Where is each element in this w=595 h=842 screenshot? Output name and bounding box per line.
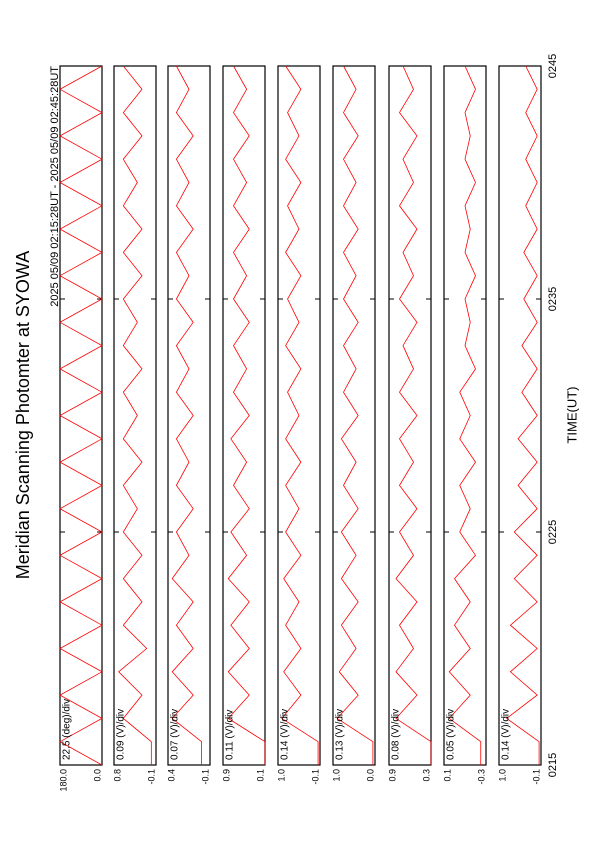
y-tick-label: 0.4 <box>166 769 176 782</box>
y-tick-label: 0.9 <box>221 769 231 782</box>
panel-label: 0.13 (V)/div <box>335 709 346 760</box>
trace <box>281 65 319 765</box>
y-tick-label: 1.0 <box>331 769 341 782</box>
panel-label: 0.07 (V)/div <box>170 709 181 760</box>
y-tick-label: 0.9 <box>387 769 397 782</box>
y-tick-label: -0.1 <box>146 769 156 785</box>
panel-label: 0.08 (V)/div <box>391 709 402 760</box>
y-tick-label: -0.1 <box>531 769 541 785</box>
panel-label: 0.09 (V)/div <box>116 709 127 760</box>
y-tick-label: 0.1 <box>255 769 265 782</box>
y-tick-label: 1.0 <box>497 769 507 782</box>
trace <box>336 65 374 765</box>
y-tick-label: 0.3 <box>421 769 431 782</box>
y-tick-label: -0.3 <box>476 769 486 785</box>
y-tick-label: 180.0 <box>58 769 68 792</box>
y-tick-label: 0.1 <box>442 769 452 782</box>
panel-label: 0.14 (V)/div <box>501 709 512 760</box>
panel-frame <box>443 65 487 766</box>
y-tick-label: -0.1 <box>310 769 320 785</box>
y-tick-label: 0.8 <box>112 769 122 782</box>
panel-frame <box>498 65 542 766</box>
panel-frame <box>222 65 266 766</box>
x-tick-label: 0245 <box>547 54 559 78</box>
trace <box>118 65 152 765</box>
panel-label: 0.11 (V)/div <box>225 710 236 760</box>
panel-frame <box>167 65 211 766</box>
panel-label: 22.5 (deg)/div <box>62 699 73 760</box>
x-tick-label: 0215 <box>547 753 559 777</box>
panel-label: 0.14 (V)/div <box>280 709 291 760</box>
chart-subtitle: 2025 05/09 02:15:28UT - 2025 05/09 02:45… <box>49 66 61 307</box>
panel-frame <box>388 65 432 766</box>
y-tick-label: -0.1 <box>200 769 210 785</box>
x-tick-label: 0235 <box>547 287 559 311</box>
panel-label: 0.05 (V)/div <box>446 709 457 760</box>
y-tick-label: 0.0 <box>365 769 375 782</box>
panel-frame <box>332 65 376 766</box>
trace <box>448 65 482 765</box>
x-axis-label: TIME(UT) <box>564 386 579 443</box>
trace <box>395 65 432 765</box>
panel-frame <box>277 65 321 766</box>
panel-frame <box>113 65 157 766</box>
x-tick-label: 0225 <box>547 520 559 544</box>
trace <box>171 65 202 765</box>
trace <box>59 65 103 766</box>
y-tick-label: 1.0 <box>276 769 286 782</box>
trace <box>227 65 266 765</box>
chart-title: Meridian Scanning Photomter at SYOWA <box>13 251 33 579</box>
trace <box>505 65 540 765</box>
y-tick-label: 0.0 <box>92 769 102 782</box>
